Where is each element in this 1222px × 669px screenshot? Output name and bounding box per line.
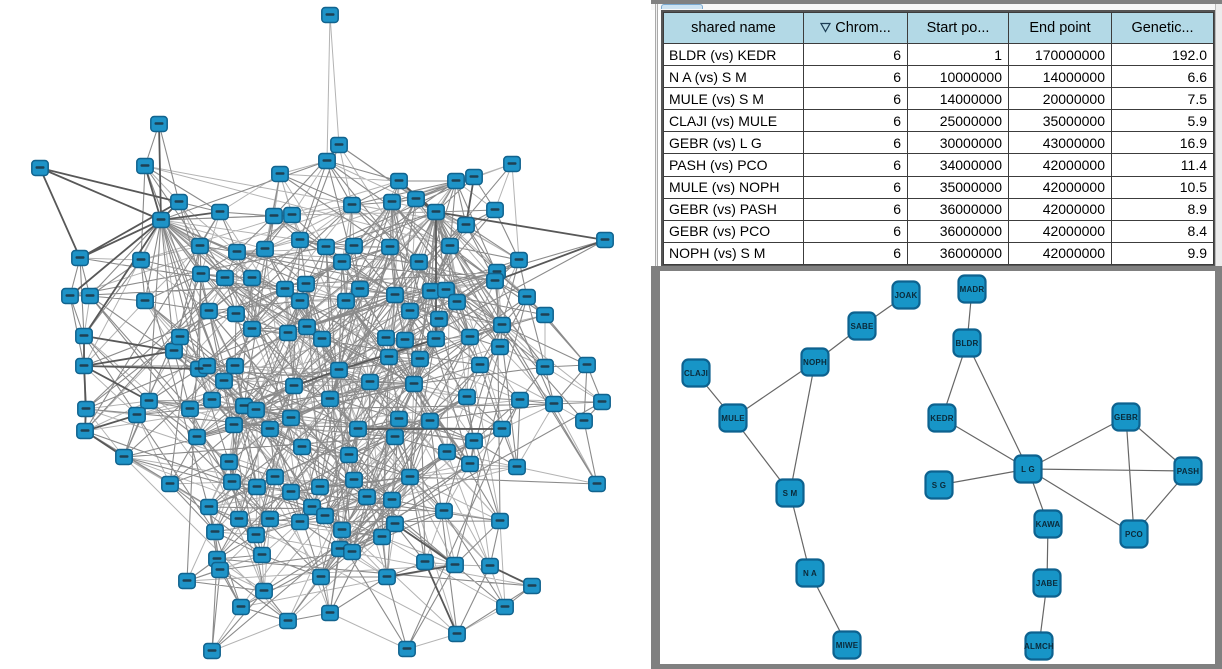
svg-text:SABE: SABE (850, 322, 873, 331)
svg-text:CLAJI: CLAJI (684, 369, 708, 378)
svg-text:JABE: JABE (1036, 579, 1059, 588)
svg-text:JOAK: JOAK (894, 291, 917, 300)
svg-text:PASH: PASH (1177, 467, 1199, 476)
svg-text:NOPH: NOPH (803, 358, 827, 367)
svg-text:PCO: PCO (1125, 530, 1143, 539)
svg-text:KAWA: KAWA (1036, 520, 1061, 529)
svg-text:L G: L G (1021, 465, 1035, 474)
svg-text:S G: S G (932, 481, 946, 490)
svg-text:MULE: MULE (721, 414, 745, 423)
svg-text:BLDR: BLDR (955, 339, 978, 348)
svg-text:MADR: MADR (960, 285, 985, 294)
svg-text:S M: S M (783, 489, 798, 498)
svg-text:MIWE: MIWE (836, 641, 859, 650)
svg-text:GEBR: GEBR (1114, 413, 1138, 422)
svg-text:ALMCH: ALMCH (1024, 642, 1054, 651)
svg-text:KEDR: KEDR (930, 414, 953, 423)
svg-text:N A: N A (803, 569, 817, 578)
